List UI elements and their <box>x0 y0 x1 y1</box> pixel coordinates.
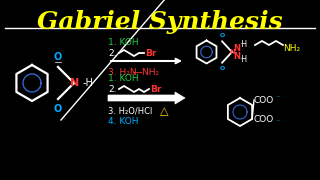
Text: O: O <box>54 52 62 62</box>
Text: O: O <box>54 104 62 114</box>
Text: Br: Br <box>150 84 161 93</box>
Text: COO: COO <box>253 96 273 105</box>
Text: 2.: 2. <box>108 48 116 57</box>
Text: 3. H₂N: 3. H₂N <box>108 68 137 76</box>
Text: N: N <box>233 44 240 53</box>
Text: N: N <box>233 51 240 60</box>
Text: -H: -H <box>83 78 94 88</box>
Text: ⁻: ⁻ <box>275 118 279 127</box>
Text: 4. KOH: 4. KOH <box>108 118 139 127</box>
Text: N: N <box>70 78 80 88</box>
Text: COO: COO <box>253 116 273 125</box>
Text: 1. KOH: 1. KOH <box>108 73 139 82</box>
Text: ·H: ·H <box>239 39 247 48</box>
Text: Br: Br <box>145 48 156 57</box>
Text: O: O <box>220 33 225 38</box>
Text: 2.: 2. <box>108 84 116 93</box>
Text: NH₂: NH₂ <box>283 44 300 53</box>
Text: O: O <box>220 66 225 71</box>
Text: ·H: ·H <box>239 55 247 64</box>
Text: Gabriel Synthesis: Gabriel Synthesis <box>37 10 283 34</box>
Polygon shape <box>108 92 185 104</box>
Text: N: N <box>229 49 235 55</box>
Text: —NH₂: —NH₂ <box>134 68 160 76</box>
Text: 3. H₂O/HCl: 3. H₂O/HCl <box>108 107 152 116</box>
Text: 1. KOH: 1. KOH <box>108 37 139 46</box>
Text: ⁻: ⁻ <box>275 93 279 102</box>
Text: △: △ <box>160 106 169 116</box>
